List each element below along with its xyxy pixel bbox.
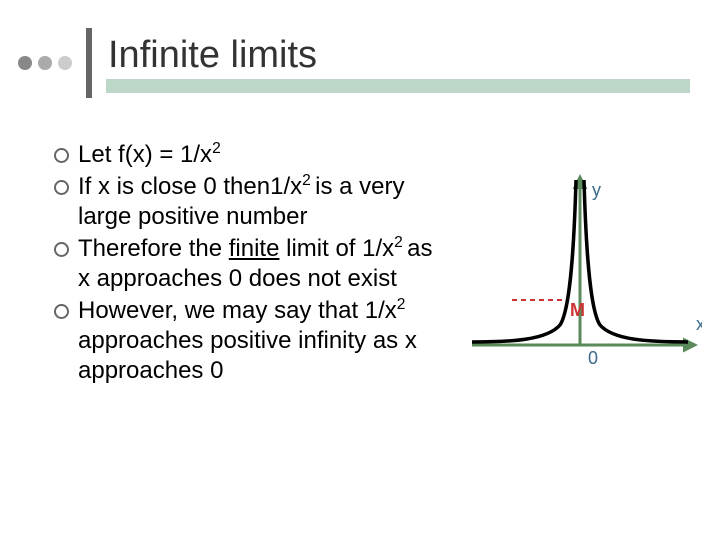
origin-label: 0 <box>588 348 598 368</box>
title-block: Infinite limits <box>106 34 690 93</box>
bullet-item: If x is close 0 then1/x2 is a very large… <box>54 172 434 232</box>
bullet-item: Therefore the finite limit of 1/x2 as x … <box>54 234 434 294</box>
curve-left <box>472 180 576 342</box>
m-label: M <box>570 300 585 320</box>
bullet-content: Let f(x) = 1/x2If x is close 0 then1/x2 … <box>54 140 434 388</box>
bullet-item: Let f(x) = 1/x2 <box>54 140 434 170</box>
x-axis-label: x <box>696 314 702 334</box>
title-underline <box>106 79 690 93</box>
curve-right <box>584 180 688 342</box>
bullet-item: However, we may say that 1/x2 approaches… <box>54 296 434 386</box>
bullet-list: Let f(x) = 1/x2If x is close 0 then1/x2 … <box>54 140 434 386</box>
dot-3 <box>58 56 72 70</box>
title-row: Infinite limits <box>18 28 690 98</box>
dot-1 <box>18 56 32 70</box>
page-title: Infinite limits <box>106 34 690 79</box>
decorative-dots <box>18 56 72 70</box>
dot-2 <box>38 56 52 70</box>
y-axis-label: y <box>592 180 601 200</box>
limit-chart: y x M 0 <box>452 170 702 390</box>
vertical-bar <box>86 28 92 98</box>
